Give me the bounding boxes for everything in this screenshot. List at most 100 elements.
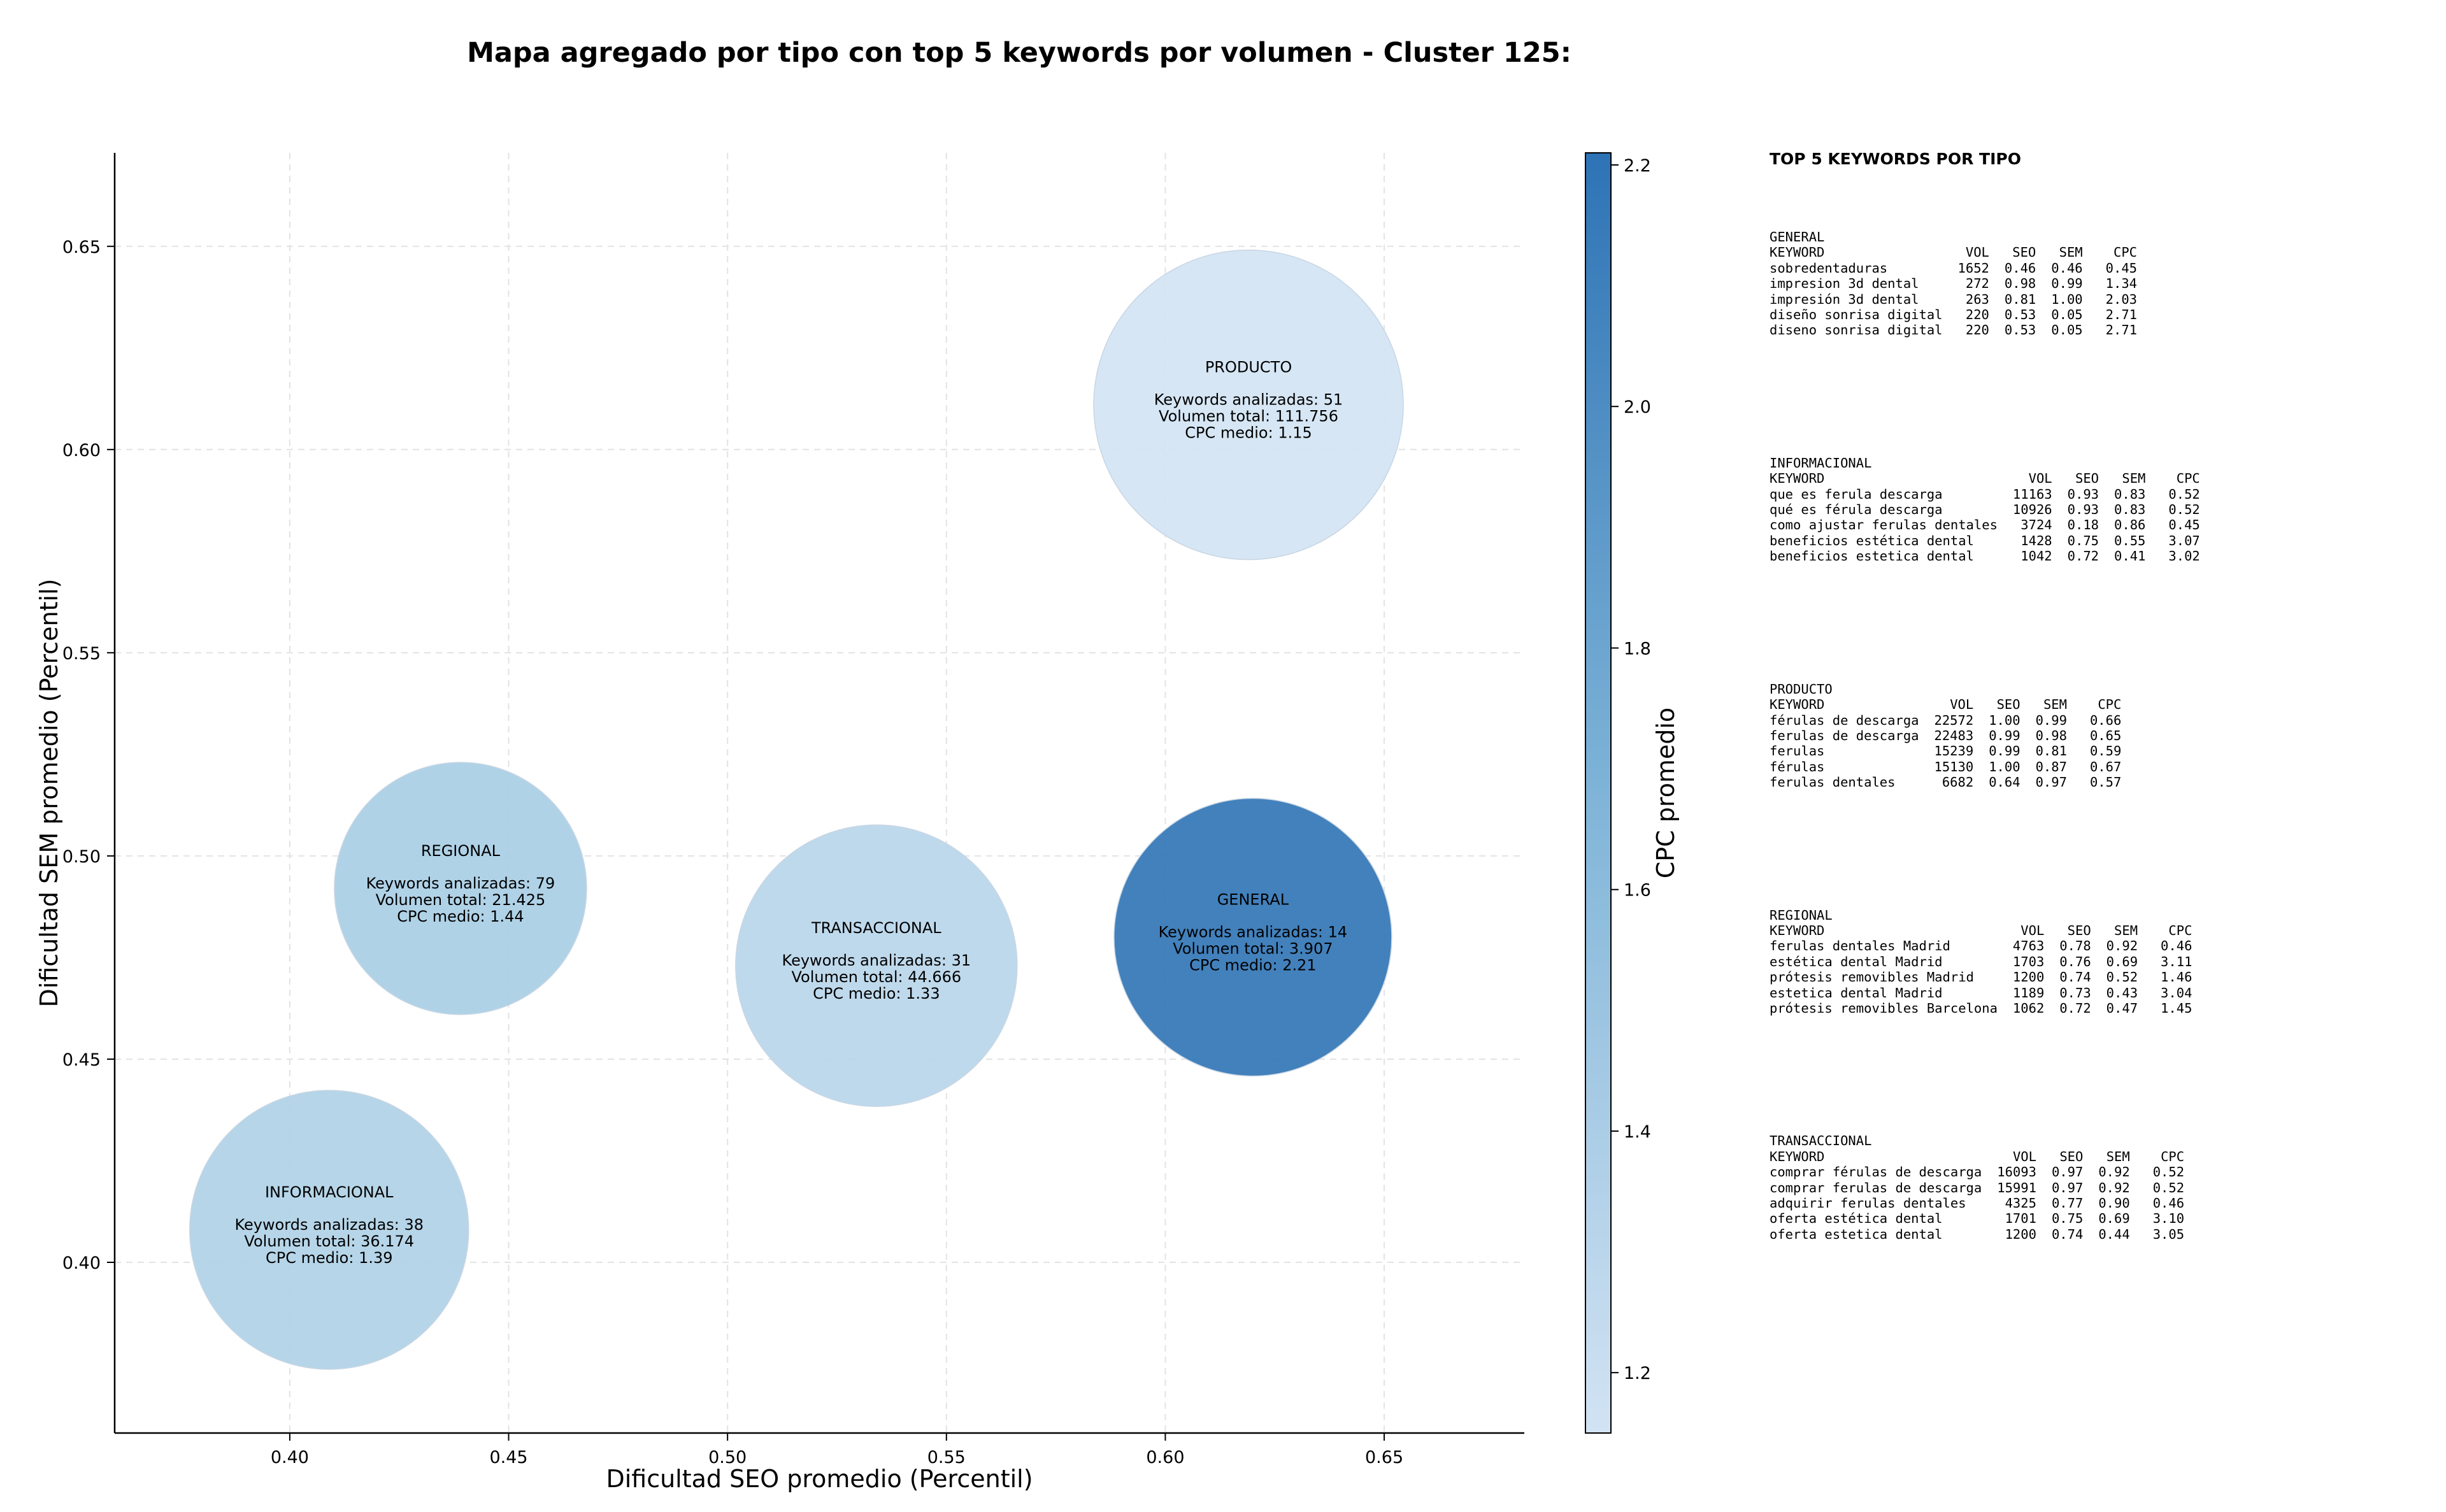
- table-cell: sobredentaduras: [1770, 260, 1888, 276]
- colorbar-gradient: [1585, 152, 1612, 1434]
- table-cell: oferta estetica dental: [1770, 1226, 1943, 1242]
- keyword-panel: TOP 5 KEYWORDS POR TIPO GENERAL KEYWORD VO…: [1770, 150, 2438, 1359]
- table-row: ferulas dentales 6682 0.64 0.97 0.57: [1770, 774, 2121, 790]
- table-cell: 1062: [2012, 1000, 2045, 1016]
- table-cell: 1701: [2005, 1211, 2036, 1227]
- column-header: VOL: [2028, 471, 2052, 487]
- column-header: SEM: [2059, 245, 2083, 260]
- table-cell: 0.97: [2051, 1180, 2084, 1195]
- bubble-label: TRANSACCIONAL: [811, 919, 941, 937]
- table-cell: 0.52: [2168, 502, 2200, 518]
- table-cell: ferulas de descarga: [1770, 727, 1919, 743]
- table-row: impresión 3d dental 263 0.81 1.00 2.03: [1770, 292, 2137, 307]
- table-cell: 0.98: [2035, 727, 2067, 743]
- table-cell: 0.55: [2114, 532, 2146, 548]
- keyword-group-regional: REGIONAL KEYWORD VOL SEO SEM CPC ferulas denta…: [1770, 908, 2438, 1016]
- keyword-group-informacional: INFORMACIONAL KEYWORD VOL SEO SEM CPC que es f…: [1770, 455, 2438, 564]
- table-cell: 3.02: [2168, 548, 2200, 564]
- table-row: comprar ferulas de descarga 15991 0.97 0.92…: [1770, 1180, 2184, 1195]
- colorbar-tick-label: 1.8: [1624, 639, 1651, 659]
- table-row: sobredentaduras 1652 0.46 0.46 0.45: [1770, 260, 2137, 276]
- table-cell: beneficios estética dental: [1770, 532, 1974, 548]
- table-cell: 4763: [2012, 938, 2045, 954]
- column-header: CPC: [2098, 697, 2122, 713]
- bubble-transaccional: [735, 824, 1018, 1107]
- bubble-stat: CPC medio: 2.21: [1189, 957, 1317, 974]
- table-row: impresion 3d dental 272 0.98 0.99 1.34: [1770, 276, 2137, 291]
- table-cell: estetica dental Madrid: [1770, 985, 1943, 1001]
- table-cell: 0.52: [2168, 486, 2200, 502]
- y-axis-label: Dificultad SEM promedio (Percentil): [35, 579, 63, 1008]
- column-header: VOL: [1965, 245, 1989, 260]
- table-cell: 22572: [1934, 712, 1974, 728]
- table-cell: 0.93: [2067, 502, 2099, 518]
- table-cell: 1200: [2005, 1226, 2036, 1242]
- table-cell: 1.00: [1989, 759, 2020, 774]
- table-cell: 22483: [1934, 727, 1974, 743]
- bubble-stat: CPC medio: 1.44: [397, 908, 524, 925]
- table-cell: 0.47: [2106, 1000, 2138, 1016]
- table-cell: 0.52: [2152, 1180, 2185, 1195]
- table-cell: 0.05: [2051, 307, 2083, 323]
- bubble-label: GENERAL: [1217, 891, 1289, 909]
- table-cell: ferulas dentales: [1770, 774, 1896, 790]
- table-cell: 0.74: [2051, 1226, 2084, 1242]
- table-row: como ajustar ferulas dentales 3724 0.18 0.8…: [1770, 517, 2200, 532]
- keyword-group-title: PRODUCTO: [1770, 681, 1833, 697]
- table-cell: 2.71: [2105, 307, 2138, 323]
- table-cell: 0.76: [2059, 953, 2091, 969]
- bubble-stat: CPC medio: 1.33: [813, 985, 940, 1002]
- y-tick-label: 0.50: [62, 847, 101, 867]
- x-tick-label: 0.65: [1365, 1448, 1403, 1467]
- table-cell: prótesis removibles Madrid: [1770, 969, 1974, 985]
- bubble-stat: Keywords analizadas: 51: [1154, 391, 1343, 409]
- keyword-group-transaccional: TRANSACCIONAL KEYWORD VOL SEO SEM CPC comprar …: [1770, 1133, 2438, 1242]
- table-cell: 0.41: [2114, 548, 2146, 564]
- table-cell: 0.43: [2106, 985, 2138, 1001]
- bubble-stat: Volumen total: 3.907: [1173, 940, 1333, 958]
- column-header: KEYWORD: [1770, 1148, 1825, 1164]
- colorbar-tick-label: 1.2: [1624, 1364, 1651, 1383]
- x-tick-label: 0.60: [1146, 1448, 1184, 1467]
- table-row: férulas 15130 1.00 0.87 0.67: [1770, 759, 2121, 774]
- table-cell: 10926: [2012, 502, 2052, 518]
- keyword-group-title: REGIONAL: [1770, 907, 1833, 923]
- table-cell: beneficios estetica dental: [1770, 548, 1974, 564]
- table-cell: adquirir ferulas dentales: [1770, 1195, 1966, 1211]
- bubble-stat: Volumen total: 36.174: [244, 1232, 414, 1250]
- table-cell: 0.67: [2089, 759, 2122, 774]
- keyword-table: KEYWORD VOL SEO SEM CPC sobredentaduras 1652 0.…: [1770, 245, 2137, 338]
- table-cell: 0.18: [2067, 517, 2099, 533]
- table-row: comprar férulas de descarga 16093 0.97 0.92…: [1770, 1164, 2184, 1180]
- column-header: SEO: [2067, 922, 2091, 938]
- table-cell: 0.53: [2004, 322, 2036, 338]
- table-row: diseno sonrisa digital 220 0.53 0.05 2.71: [1770, 322, 2137, 338]
- column-header: KEYWORD: [1770, 697, 1825, 713]
- bubble-producto: [1093, 249, 1404, 560]
- column-header: VOL: [1950, 697, 1974, 713]
- table-cell: 0.65: [2089, 727, 2122, 743]
- keyword-group-producto: PRODUCTO KEYWORD VOL SEO SEM CPC férulas de de…: [1770, 681, 2438, 790]
- table-cell: 2.71: [2105, 322, 2138, 338]
- keyword-table: KEYWORD VOL SEO SEM CPC férulas de descarga 22…: [1770, 697, 2121, 790]
- table-cell: diseno sonrisa digital: [1770, 322, 1943, 338]
- bubble-stat: Volumen total: 21.425: [376, 891, 546, 909]
- table-cell: 0.64: [1989, 774, 2020, 790]
- table-cell: 0.46: [2004, 260, 2036, 276]
- table-row: estetica dental Madrid 1189 0.73 0.43 3.04: [1770, 985, 2192, 1001]
- table-cell: diseño sonrisa digital: [1770, 307, 1943, 323]
- table-cell: 2.03: [2105, 291, 2138, 307]
- table-row: qué es férula descarga 10926 0.93 0.83 0.52: [1770, 502, 2200, 517]
- table-cell: impresión 3d dental: [1770, 291, 1919, 307]
- table-cell: 263: [1965, 291, 1989, 307]
- table-row: ferulas dentales Madrid 4763 0.78 0.92 0.46: [1770, 938, 2192, 953]
- table-cell: 0.45: [2168, 517, 2200, 533]
- colorbar-tick-label: 1.6: [1624, 881, 1651, 901]
- table-cell: 15130: [1934, 759, 1974, 774]
- table-cell: 0.97: [2035, 774, 2067, 790]
- table-cell: 3.04: [2161, 985, 2192, 1001]
- table-cell: 0.86: [2114, 517, 2146, 533]
- table-cell: 0.81: [2035, 743, 2067, 759]
- table-cell: comprar ferulas de descarga: [1770, 1180, 1982, 1195]
- table-cell: 0.97: [2051, 1164, 2084, 1180]
